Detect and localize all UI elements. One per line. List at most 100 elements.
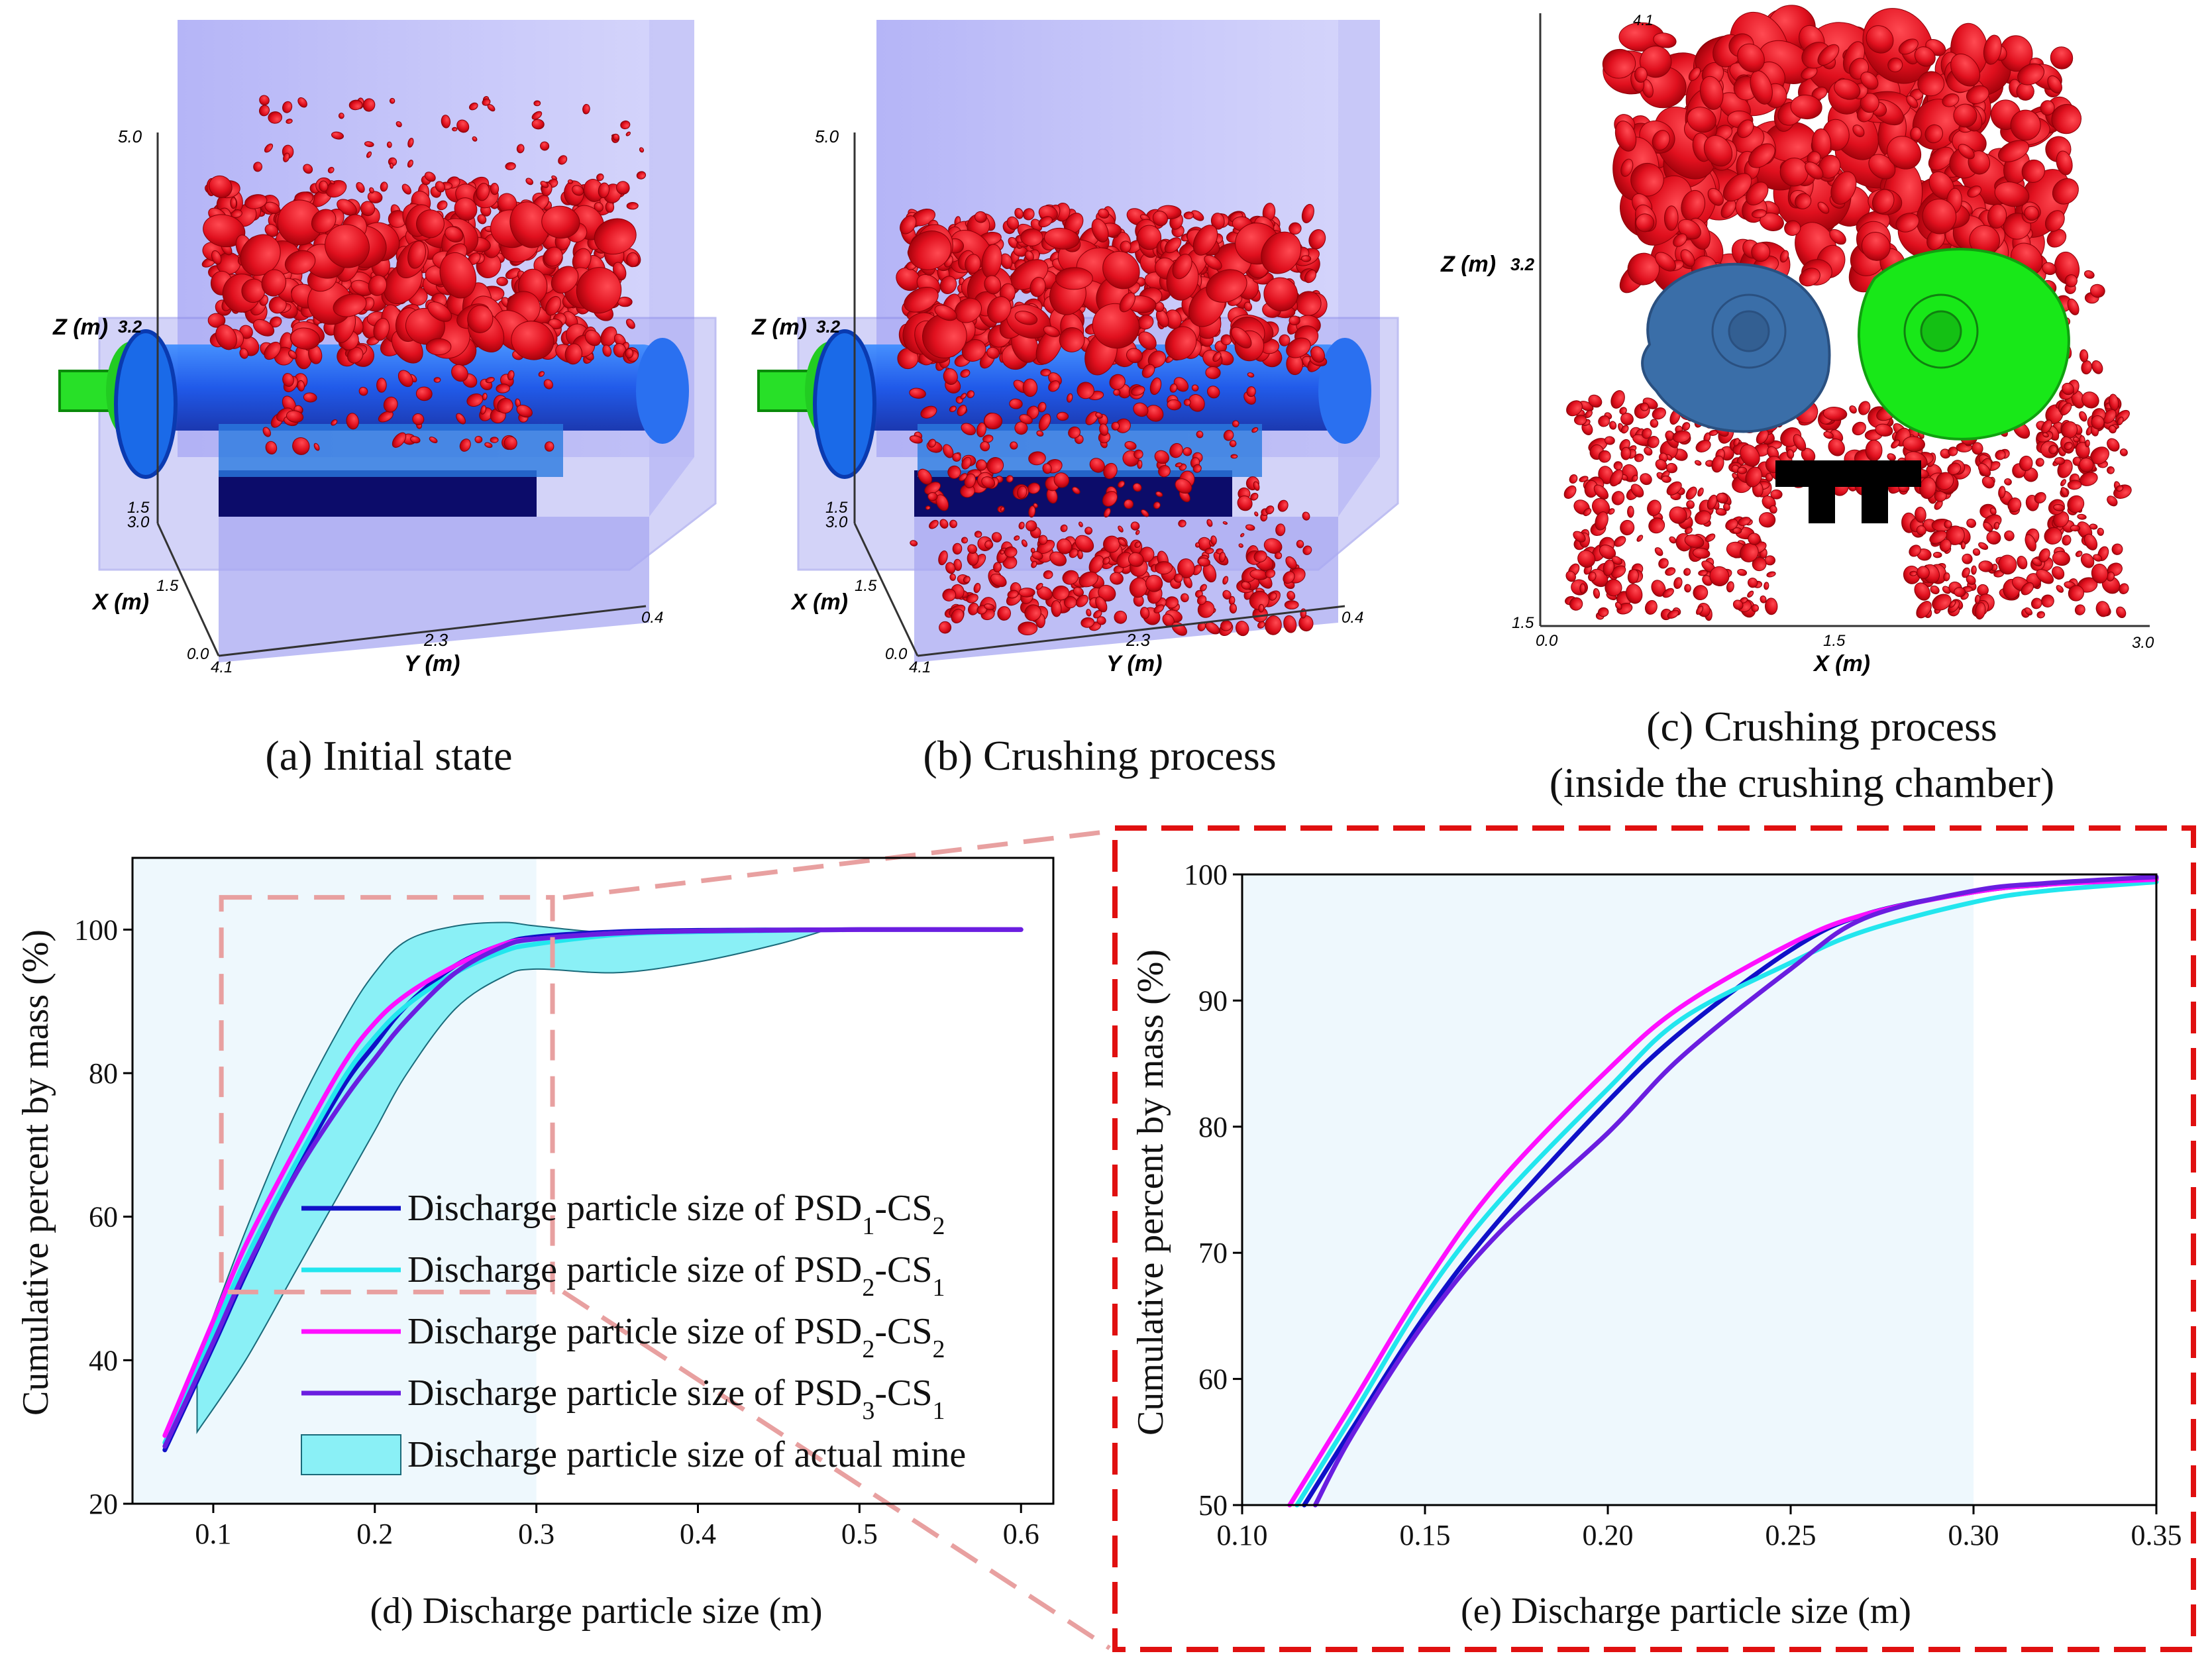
ore-particle	[1603, 559, 1614, 576]
ore-particle	[1784, 220, 1801, 236]
ore-particle	[1277, 499, 1289, 512]
ore-particle	[2107, 496, 2118, 507]
ore-particle	[390, 162, 394, 169]
chart-e: 0.10 0.15 0.20 0.25 0.30 0.35 50 60 70 80 90 100 (…	[1112, 825, 2196, 1652]
ore-particle	[1254, 511, 1259, 517]
ore-particle	[1711, 455, 1724, 473]
ore-particle	[1096, 616, 1106, 625]
ore-particle	[1705, 533, 1716, 543]
ore-particle	[1986, 531, 2001, 545]
caption-c-line1: (c) Crushing process	[1646, 703, 1997, 750]
ore-particle	[1978, 542, 1989, 550]
ore-particle	[975, 459, 987, 471]
ore-particle	[1192, 225, 1218, 256]
ore-particle	[1738, 517, 1751, 526]
ore-particle	[939, 276, 957, 294]
ore-particle	[1194, 542, 1200, 548]
ore-particle	[1131, 386, 1145, 396]
ore-particle	[1747, 578, 1758, 588]
axis-z-label: Z (m)	[52, 315, 108, 340]
y-tick-label: 60	[1198, 1363, 1228, 1396]
zoom-guide-bottom	[562, 1290, 1111, 1650]
ore-particle	[1175, 478, 1192, 494]
ore-particle	[1043, 325, 1060, 337]
ore-particle	[2116, 485, 2124, 492]
ore-particle	[1935, 472, 1954, 490]
roller-blue	[1641, 262, 1831, 433]
ore-particle	[636, 171, 647, 180]
ore-particle	[1084, 527, 1092, 535]
ore-particle	[1149, 377, 1162, 395]
ore-particle	[292, 437, 310, 455]
ore-particle	[1895, 213, 1920, 233]
ore-particle	[1218, 552, 1226, 562]
ore-particle	[386, 141, 392, 148]
ore-particle	[1661, 475, 1671, 483]
ore-particle	[1110, 572, 1124, 585]
ore-particle	[1823, 431, 1834, 439]
ore-particle	[1169, 384, 1178, 393]
y-tick-label: 100	[74, 914, 118, 946]
ore-particle	[2041, 419, 2052, 434]
ore-particle	[2052, 566, 2065, 580]
ore-particle	[540, 141, 550, 151]
ore-particle	[1640, 473, 1652, 486]
ore-particle	[1265, 615, 1282, 635]
ore-particle	[331, 131, 344, 140]
ore-particle	[1967, 185, 1982, 198]
ore-particle	[1655, 459, 1667, 471]
ore-particle	[474, 435, 483, 444]
ore-particle	[503, 436, 517, 450]
ore-particle	[2036, 569, 2054, 584]
ore-particle	[1283, 571, 1295, 584]
ore-particle	[1687, 107, 1716, 133]
tick-label: 1.5	[1823, 632, 1846, 650]
ore-particle	[1962, 567, 1970, 578]
ore-particle	[1006, 475, 1014, 483]
ore-particle	[1740, 444, 1760, 467]
ore-particle	[412, 413, 425, 425]
ore-particle	[1916, 525, 1926, 536]
ore-particle	[974, 531, 982, 538]
series-line-4	[1312, 874, 2159, 1508]
ore-particle	[368, 275, 388, 296]
ore-particle	[1598, 450, 1611, 463]
ore-particle	[429, 437, 438, 444]
legend-subscript: 1	[932, 1397, 945, 1425]
ore-particle	[456, 413, 466, 425]
ore-particle	[1164, 237, 1182, 254]
ore-particle	[533, 100, 541, 107]
ore-particle	[1610, 565, 1626, 578]
ore-particle	[313, 443, 320, 451]
y-tick-label: 90	[1198, 984, 1228, 1017]
ore-particle	[1021, 539, 1027, 547]
ore-particle	[1949, 600, 1956, 608]
ore-particle	[1284, 600, 1299, 609]
ore-particle	[1644, 600, 1658, 615]
legend-subscript: 2	[862, 1274, 874, 1302]
tick-label: 0.0	[187, 645, 209, 663]
ore-particle	[1091, 219, 1109, 242]
panel-c-crushing-chamber: 4.1 Z (m) 3.2 1.5 0.0 1.5 X (m) 3.0 (c) …	[1440, 5, 2154, 806]
tick-label: 3.2	[816, 317, 841, 337]
legend-subscript: 1	[932, 1274, 945, 1302]
ore-particle	[2021, 159, 2045, 183]
ore-particle	[1301, 203, 1314, 223]
ore-particle	[909, 388, 926, 399]
ore-particle	[616, 181, 630, 195]
ore-particle	[598, 182, 610, 199]
ore-particle	[943, 368, 958, 385]
axis-lines	[1539, 13, 2150, 627]
ore-particle	[356, 182, 365, 193]
ore-particle	[1849, 405, 1857, 414]
ore-particle	[1752, 556, 1767, 572]
ore-particle	[241, 278, 266, 303]
ore-particle	[612, 133, 620, 141]
ore-particle	[1134, 541, 1141, 549]
ore-particle	[929, 519, 939, 529]
ore-particle	[942, 588, 957, 601]
ore-particle	[1658, 558, 1669, 569]
ore-particle	[1972, 442, 1983, 455]
ore-particle	[1079, 571, 1098, 588]
